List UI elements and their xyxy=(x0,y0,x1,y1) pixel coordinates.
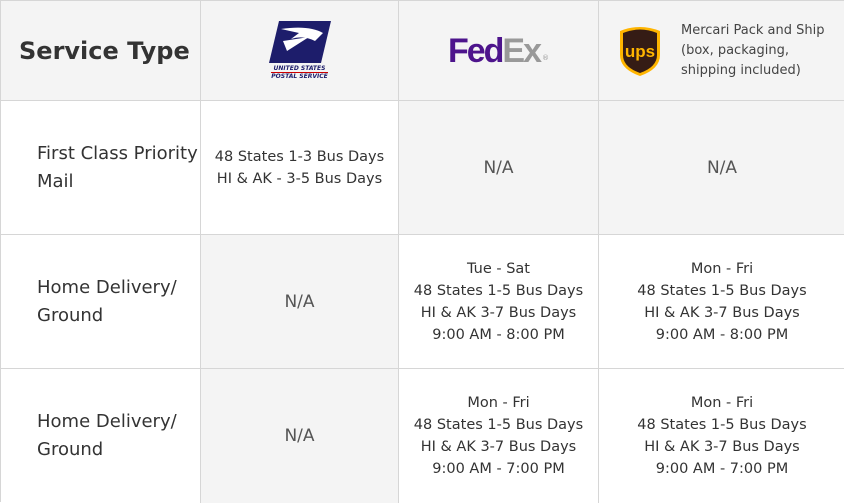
row-label: Home Delivery/ Ground xyxy=(1,369,201,503)
usps-logo: UNITED STATES POSTAL SERVICE xyxy=(201,1,399,101)
cell-line: HI & AK 3-7 Bus Days xyxy=(420,304,577,321)
cell-line: 9:00 AM - 7:00 PM xyxy=(432,461,565,477)
usps-cell: 48 States 1-3 Bus Days HI & AK - 3-5 Bus … xyxy=(201,101,399,235)
fedex-ex: Ex xyxy=(502,31,542,70)
ups-cell: N/A xyxy=(599,101,844,235)
ups-header: ups Mercari Pack and Ship (box, packagin… xyxy=(599,1,844,101)
usps-logo-line1: UNITED STATES xyxy=(271,65,328,73)
cell-line: Mon - Fri xyxy=(690,260,754,277)
cell-line: Tue - Sat xyxy=(466,260,530,277)
cell-line: 48 States 1-5 Bus Days xyxy=(637,417,807,433)
row-label: Home Delivery/ Ground xyxy=(1,235,201,369)
cell-line: Mon - Fri xyxy=(690,395,754,411)
usps-eagle-icon xyxy=(268,21,331,63)
fedex-cell: Mon - Fri 48 States 1-5 Bus Days HI & AK 3… xyxy=(399,369,599,503)
cell-line: HI & AK 3-7 Bus Days xyxy=(644,304,800,321)
usps-cell: N/A xyxy=(201,369,399,503)
fedex-cell: Tue - Sat 48 States 1-5 Bus Days HI & AK 3… xyxy=(399,235,599,369)
ups-cell: Mon - Fri 48 States 1-5 Bus Days HI & AK 3… xyxy=(599,235,844,369)
usps-logo-line2: POSTAL SERVICE xyxy=(271,73,328,80)
ups-description: Mercari Pack and Ship (box, packaging, s… xyxy=(681,22,825,78)
header-service-type: Service Type xyxy=(1,1,201,101)
cell-line: HI & AK 3-7 Bus Days xyxy=(420,439,577,455)
ups-shield-icon: ups xyxy=(620,26,660,76)
fedex-fed: Fed xyxy=(447,31,504,70)
ups-cell: Mon - Fri 48 States 1-5 Bus Days HI & AK 3… xyxy=(599,369,844,503)
cell-line: HI & AK 3-7 Bus Days xyxy=(644,439,800,455)
cell-line: Mon - Fri xyxy=(467,395,530,411)
cell-line: 9:00 AM - 8:00 PM xyxy=(432,326,565,343)
cell-line: 9:00 AM - 8:00 PM xyxy=(655,326,789,343)
cell-line: 9:00 AM - 7:00 PM xyxy=(655,461,789,477)
usps-cell: N/A xyxy=(201,235,399,369)
cell-line: 48 States 1-5 Bus Days xyxy=(637,282,807,299)
cell-line: 48 States 1-3 Bus Days xyxy=(214,148,385,165)
fedex-logo: FedEx ® xyxy=(399,1,599,101)
row-label: First Class Priority Mail xyxy=(1,101,201,235)
cell-line: 48 States 1-5 Bus Days xyxy=(413,282,584,299)
ups-logo-text: ups xyxy=(625,42,655,61)
fedex-cell: N/A xyxy=(399,101,599,235)
cell-line: 48 States 1-5 Bus Days xyxy=(413,417,584,433)
cell-line: HI & AK - 3-5 Bus Days xyxy=(216,170,383,187)
